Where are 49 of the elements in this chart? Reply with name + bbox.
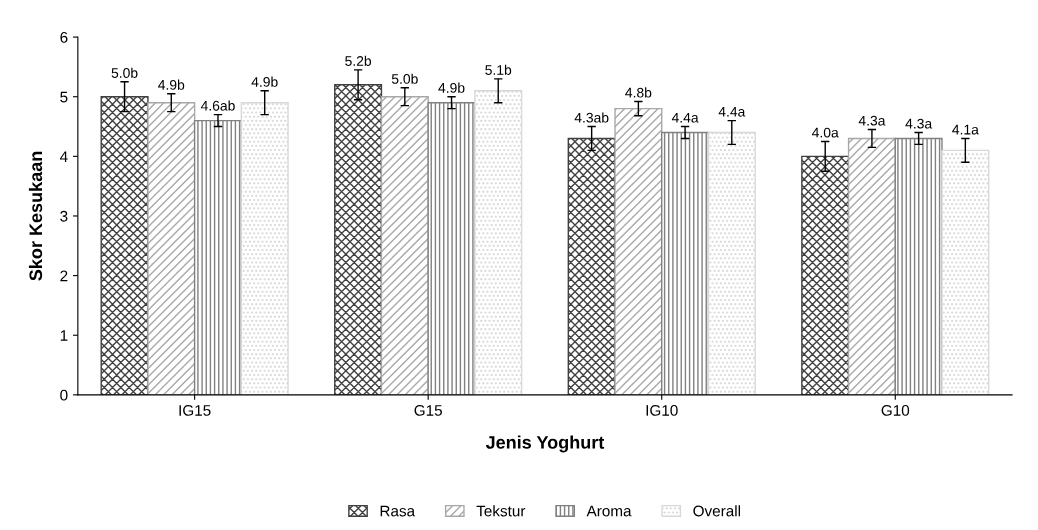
data-label: 4.6ab xyxy=(200,100,235,111)
y-tick-label: 6 xyxy=(60,31,68,43)
bar xyxy=(941,149,990,395)
legend-label: Tekstur xyxy=(476,505,526,517)
y-tick-label: 5 xyxy=(60,91,68,103)
data-label: 4.4a xyxy=(671,112,699,123)
x-axis-title: Jenis Yoghurt xyxy=(485,435,605,453)
x-tick-label: G10 xyxy=(881,404,910,416)
bar xyxy=(707,131,756,395)
y-tick-label: 2 xyxy=(60,270,68,282)
bar xyxy=(334,84,383,395)
y-tick-label: 3 xyxy=(60,210,68,222)
data-label: 4.8b xyxy=(625,87,652,98)
bar xyxy=(147,101,196,395)
data-label: 4.9b xyxy=(438,82,465,93)
data-label: 4.9b xyxy=(158,79,185,90)
y-tick-label: 0 xyxy=(60,389,68,401)
legend-label: Overall xyxy=(693,505,741,517)
x-tick-label: IG10 xyxy=(646,404,678,416)
bar xyxy=(380,96,429,395)
data-label: 4.3ab xyxy=(574,112,609,123)
data-label: 4.4a xyxy=(718,106,746,117)
data-label: 4.9b xyxy=(251,76,278,87)
x-tick-label: G15 xyxy=(414,404,442,416)
legend-label: Rasa xyxy=(380,505,416,517)
data-label: 5.1b xyxy=(485,64,512,75)
data-label: 4.1a xyxy=(952,124,979,135)
bar xyxy=(801,155,850,395)
data-label: 5.0b xyxy=(391,73,418,84)
bar xyxy=(614,107,663,395)
data-label: 5.0b xyxy=(111,67,138,78)
bar xyxy=(894,137,943,395)
bar xyxy=(193,119,243,395)
bar xyxy=(661,131,710,395)
bar xyxy=(100,96,149,395)
bar xyxy=(567,137,616,395)
data-label: 4.0a xyxy=(812,127,839,138)
y-tick-label: 4 xyxy=(59,151,68,162)
data-label: 5.2b xyxy=(345,55,372,66)
legend-label: Aroma xyxy=(586,505,632,517)
bar xyxy=(847,137,896,395)
bar xyxy=(240,101,289,395)
bar xyxy=(427,101,476,395)
y-tick-label: 1 xyxy=(60,330,68,341)
data-label: 4.3a xyxy=(858,115,886,126)
y-axis-title: Skor Kesukaan xyxy=(28,151,43,281)
x-tick-label: IG15 xyxy=(179,404,211,416)
bar xyxy=(474,90,523,395)
data-label: 4.3a xyxy=(905,118,933,129)
